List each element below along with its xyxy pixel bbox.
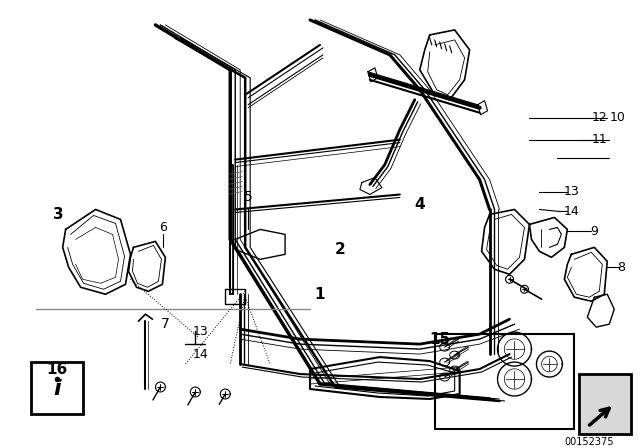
- Text: 1: 1: [315, 287, 325, 302]
- Text: 13: 13: [193, 325, 208, 338]
- Text: 6: 6: [159, 221, 167, 234]
- Text: 13: 13: [563, 185, 579, 198]
- Text: 14: 14: [563, 205, 579, 218]
- Text: 10: 10: [609, 111, 625, 124]
- FancyBboxPatch shape: [31, 362, 83, 414]
- Text: 5: 5: [244, 190, 253, 204]
- FancyBboxPatch shape: [435, 334, 574, 429]
- Text: 2: 2: [335, 242, 346, 257]
- Text: 3: 3: [53, 207, 64, 222]
- FancyBboxPatch shape: [579, 374, 631, 434]
- Text: 11: 11: [591, 133, 607, 146]
- Text: 15: 15: [429, 332, 451, 347]
- Text: 12: 12: [591, 111, 607, 124]
- Text: 8: 8: [617, 261, 625, 274]
- Text: 16: 16: [46, 362, 67, 377]
- Text: 4: 4: [415, 197, 425, 212]
- Text: i: i: [53, 379, 61, 399]
- Text: 14: 14: [193, 348, 208, 361]
- Text: 00152375: 00152375: [564, 437, 614, 447]
- Text: 9: 9: [590, 225, 598, 238]
- Text: 7: 7: [161, 317, 170, 331]
